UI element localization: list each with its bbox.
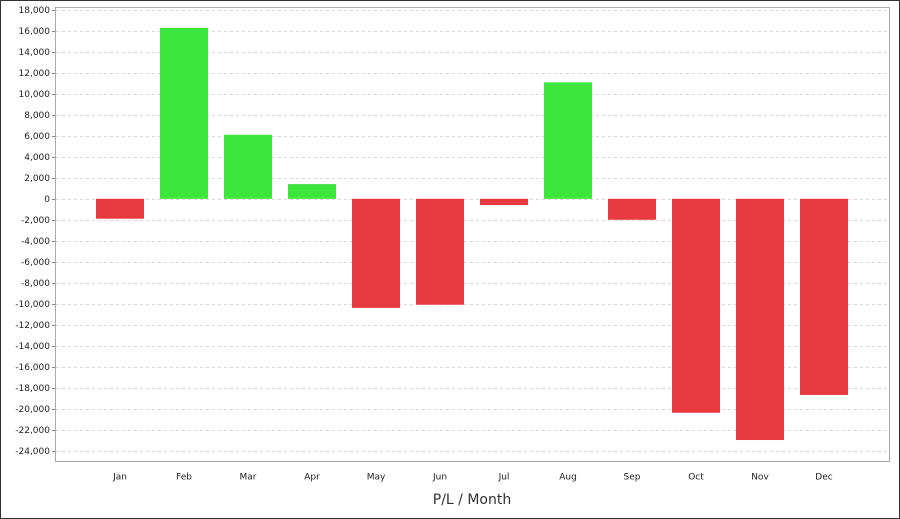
y-tick-label: -20,000	[15, 405, 50, 415]
bar	[416, 198, 464, 305]
x-tick-label: Feb	[176, 473, 192, 483]
y-tick-label: 6,000	[24, 132, 50, 142]
bar	[672, 198, 720, 413]
x-tick-label: Sep	[624, 473, 641, 483]
y-tick-label: -12,000	[15, 321, 50, 331]
x-tick-label: Apr	[304, 473, 320, 483]
y-tick-label: -4,000	[21, 237, 50, 247]
x-tick-label: Jan	[112, 473, 127, 483]
y-tick-label: -6,000	[21, 258, 50, 268]
y-tick-label: -14,000	[15, 342, 50, 352]
y-tick-label: 16,000	[19, 27, 51, 37]
x-axis-label: P/L / Month	[433, 492, 511, 508]
y-tick-label: -2,000	[21, 216, 50, 226]
y-tick-label: 10,000	[19, 90, 51, 100]
bar	[480, 198, 528, 206]
y-tick-label: 0	[44, 195, 50, 205]
x-tick-label: May	[367, 473, 386, 483]
bar	[800, 198, 848, 395]
y-tick-label: 2,000	[24, 174, 50, 184]
bar	[224, 134, 272, 199]
bar	[736, 198, 784, 441]
y-tick-label: -16,000	[15, 363, 50, 373]
x-tick-label: Jul	[498, 473, 510, 483]
bar	[288, 184, 336, 199]
x-tick-label: Oct	[688, 473, 704, 483]
y-tick-label: -10,000	[15, 300, 50, 310]
x-tick-label: Jun	[432, 473, 447, 483]
x-tick-label: Nov	[751, 473, 769, 483]
y-tick-label: 12,000	[19, 69, 51, 79]
bar	[160, 27, 208, 199]
bar	[608, 198, 656, 220]
y-tick-label: 4,000	[24, 153, 50, 163]
bar	[352, 198, 400, 308]
y-tick-label: 14,000	[19, 48, 51, 58]
bar	[544, 82, 592, 199]
y-tick-label: 18,000	[19, 6, 51, 16]
y-tick-label: -8,000	[21, 279, 50, 289]
bar	[96, 198, 144, 219]
y-tick-label: -18,000	[15, 384, 50, 394]
y-tick-label: 8,000	[24, 111, 50, 121]
x-tick-label: Dec	[815, 473, 832, 483]
y-tick-label: -24,000	[15, 447, 50, 457]
y-tick-label: -22,000	[15, 426, 50, 436]
x-tick-label: Mar	[240, 473, 257, 483]
x-tick-label: Aug	[559, 473, 577, 483]
